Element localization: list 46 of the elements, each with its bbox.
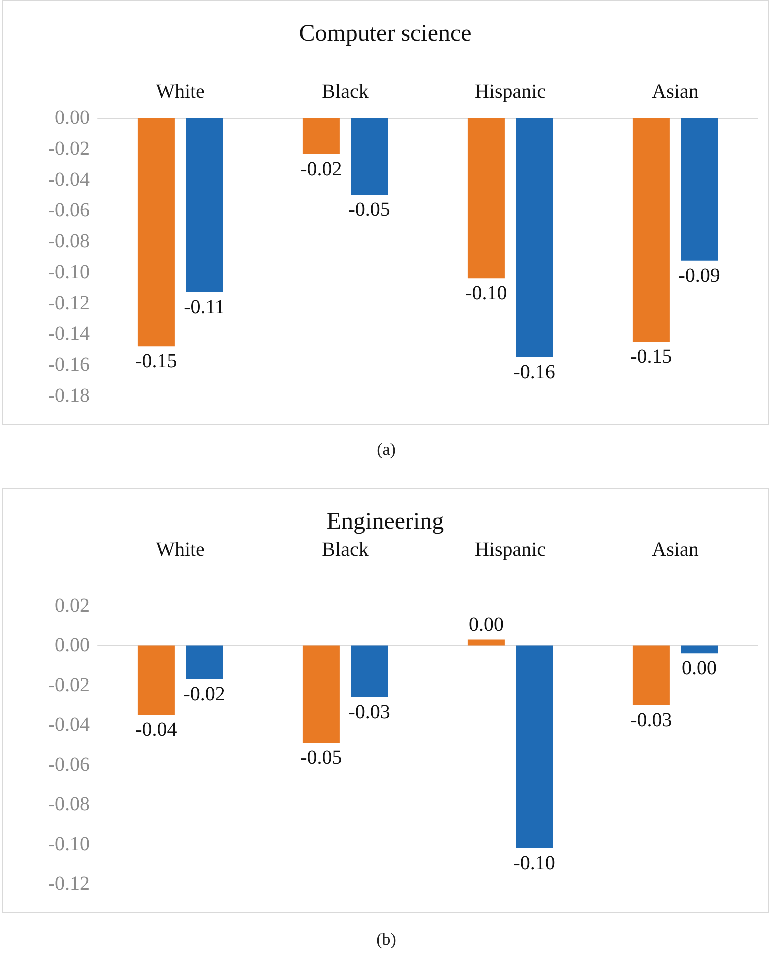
y-tick-label: -0.14: [48, 323, 90, 346]
y-tick-label: -0.04: [48, 714, 90, 736]
data-label: -0.15: [630, 346, 672, 368]
y-tick-label: 0.00: [55, 107, 90, 129]
text: (b): [376, 930, 398, 950]
y-tick-label: -0.08: [48, 230, 90, 253]
chart-title: Engineering: [326, 509, 444, 535]
y-tick-label: -0.06: [48, 200, 90, 222]
data-label: -0.09: [678, 264, 720, 287]
y-tick-label: -0.10: [48, 833, 90, 856]
x-tick-label: Hispanic: [474, 539, 546, 561]
chart-title: Computer science: [299, 21, 472, 47]
y-tick-label: -0.08: [48, 794, 90, 816]
y-tick-label: -0.04: [48, 168, 90, 191]
data-label: 0.00: [468, 614, 504, 636]
data-label: -0.10: [514, 852, 556, 874]
data-label: -0.11: [184, 296, 226, 319]
y-tick-label: -0.16: [48, 354, 90, 376]
x-tick-label: Black: [322, 539, 369, 561]
y-tick-label: -0.12: [48, 292, 90, 314]
text: (a): [376, 440, 397, 460]
x-tick-label: Asian: [652, 81, 699, 103]
y-tick-label: -0.12: [48, 873, 90, 895]
x-tick-label: Hispanic: [474, 81, 546, 103]
y-tick-label: -0.18: [48, 385, 90, 407]
y-tick-label: 0.00: [55, 634, 90, 657]
y-tick-label: -0.06: [48, 754, 90, 776]
y-tick-label: -0.02: [48, 138, 90, 160]
data-label: -0.03: [348, 701, 390, 724]
data-label: 0.00: [682, 658, 718, 680]
data-label: -0.02: [300, 158, 342, 180]
data-label: -0.03: [630, 709, 672, 732]
data-label: -0.16: [514, 361, 556, 384]
data-label: -0.05: [348, 199, 390, 222]
data-label: -0.15: [136, 350, 178, 373]
y-tick-label: 0.02: [55, 595, 90, 617]
x-tick-label: Black: [322, 81, 369, 103]
data-label: -0.10: [466, 282, 508, 305]
data-label: -0.04: [136, 719, 178, 742]
x-tick-label: White: [156, 81, 206, 103]
data-label: -0.05: [300, 747, 342, 770]
y-tick-label: -0.02: [48, 674, 90, 696]
data-label: -0.02: [184, 683, 226, 706]
x-tick-label: Asian: [652, 539, 699, 561]
x-tick-label: White: [156, 539, 206, 561]
y-tick-label: -0.10: [48, 261, 90, 284]
